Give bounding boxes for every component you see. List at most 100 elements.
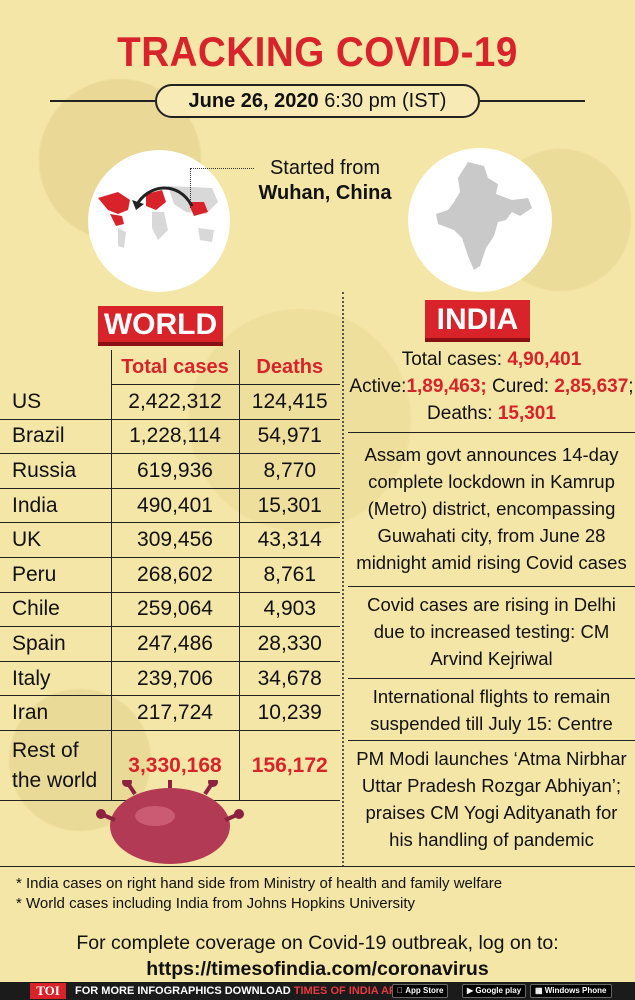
coverage-info: For complete coverage on Covid-19 outbre… <box>0 930 635 982</box>
header-deaths: Deaths <box>239 350 340 386</box>
country-cell: Spain <box>0 626 112 662</box>
google-play-button[interactable]: ▶ Google play <box>462 984 527 998</box>
table-row: Brazil 1,228,114 54,971 <box>0 419 340 455</box>
deaths-cell: 4,903 <box>239 592 340 628</box>
deaths-cell: 43,314 <box>239 522 340 559</box>
column-divider <box>342 292 344 867</box>
table-row: Russia 619,936 8,770 <box>0 453 340 489</box>
total-cell: 1,228,114 <box>111 419 240 455</box>
toi-logo: TOI <box>30 983 66 999</box>
india-cured-label: Cured: <box>486 376 555 397</box>
country-cell: US <box>0 384 112 420</box>
total-cell: 239,706 <box>111 661 240 697</box>
deaths-cell: 28,330 <box>239 626 340 662</box>
deaths-cell: 54,971 <box>239 419 340 455</box>
rest-label-line1: Rest of <box>12 738 79 762</box>
leader-line <box>190 168 191 208</box>
table-header-row: Total cases Deaths <box>0 350 340 386</box>
deaths-cell: 8,761 <box>239 557 340 593</box>
country-cell: Peru <box>0 557 112 593</box>
world-table: Total cases Deaths US 2,422,312 124,415 Br… <box>0 350 340 802</box>
footnote: * India cases on right hand side from Mi… <box>16 875 503 892</box>
total-cell: 247,486 <box>111 626 240 662</box>
coverage-link[interactable]: https://timesofindia.com/coronavirus <box>146 958 489 980</box>
virus-icon <box>96 780 244 864</box>
footer-app-name: TIMES OF INDIA APP <box>293 985 404 997</box>
app-store-button[interactable]:  App Store <box>392 984 449 998</box>
table-row: Chile 259,064 4,903 <box>0 592 340 628</box>
windows-phone-button[interactable]: ▦ Windows Phone <box>530 984 612 998</box>
footnote: * World cases including India from Johns… <box>16 895 416 912</box>
india-active-label: Active: <box>349 376 407 397</box>
country-cell: Chile <box>0 592 112 628</box>
windows-phone-label: Windows Phone <box>544 986 607 995</box>
rest-deaths-cell: 156,172 <box>239 730 340 802</box>
table-row: Peru 268,602 8,761 <box>0 557 340 593</box>
deaths-cell: 15,301 <box>239 488 340 524</box>
country-cell: Russia <box>0 453 112 489</box>
country-cell: India <box>0 488 112 524</box>
total-cell: 309,456 <box>111 522 240 559</box>
google-play-label: Google play <box>475 986 522 995</box>
table-row: India 490,401 15,301 <box>0 488 340 524</box>
news-item: International flights to remain suspende… <box>348 678 635 740</box>
table-row: Iran 217,724 10,239 <box>0 695 340 732</box>
india-deaths-label: Deaths: <box>427 403 498 424</box>
windows-icon: ▦ <box>535 986 543 995</box>
country-cell: Italy <box>0 661 112 697</box>
india-badge: INDIA <box>425 300 530 342</box>
india-active-line: Active:1,89,463; Cured: 2,85,637; <box>348 373 635 400</box>
india-total-line: Total cases: 4,90,401 <box>348 346 635 373</box>
news-item: PM Modi launches ‘Atma Nirbhar Uttar Pra… <box>348 740 635 858</box>
origin-line2: Wuhan, China <box>258 182 392 204</box>
divider <box>480 100 585 102</box>
india-cured-suffix: ; <box>628 376 634 397</box>
rest-of-world-row: Rest of the world 3,330,168 156,172 <box>0 730 340 802</box>
date-text: June 26, 2020 <box>188 90 319 112</box>
date-pill: June 26, 2020 6:30 pm (IST) <box>155 84 480 118</box>
footnotes: * India cases on right hand side from Mi… <box>0 866 635 914</box>
news-item: Assam govt announces 14-day complete loc… <box>348 432 635 578</box>
table-row: Spain 247,486 28,330 <box>0 626 340 662</box>
play-icon: ▶ <box>467 986 474 995</box>
deaths-cell: 124,415 <box>239 384 340 420</box>
footer-bar: TOI FOR MORE INFOGRAPHICS DOWNLOAD TIMES… <box>0 982 635 1000</box>
coverage-text: For complete coverage on Covid-19 outbre… <box>76 932 559 954</box>
total-cell: 217,724 <box>111 695 240 732</box>
india-deaths-value: 15,301 <box>497 403 556 424</box>
time-text: 6:30 pm (IST) <box>324 90 447 112</box>
page-title: TRACKING COVID-19 <box>117 28 518 75</box>
india-map-icon <box>436 162 532 270</box>
total-cell: 259,064 <box>111 592 240 628</box>
world-map-icon <box>98 186 218 248</box>
india-active-value: 1,89,463; <box>406 376 487 397</box>
total-cell: 619,936 <box>111 453 240 489</box>
india-total-value: 4,90,401 <box>507 349 582 370</box>
table-row: Italy 239,706 34,678 <box>0 661 340 697</box>
country-cell: UK <box>0 522 112 559</box>
country-cell: Brazil <box>0 419 112 455</box>
deaths-cell: 8,770 <box>239 453 340 489</box>
total-cell: 490,401 <box>111 488 240 524</box>
table-row: UK 309,456 43,314 <box>0 522 340 559</box>
header-country <box>0 350 112 385</box>
india-deaths-line: Deaths: 15,301 <box>348 400 635 427</box>
deaths-cell: 34,678 <box>239 661 340 697</box>
deaths-cell: 10,239 <box>239 695 340 732</box>
india-map-circle <box>408 148 552 292</box>
footer-text: FOR MORE INFOGRAPHICS DOWNLOAD TIMES OF … <box>75 982 404 1000</box>
leader-line <box>190 168 254 169</box>
rest-label-cell: Rest of the world <box>0 730 112 802</box>
country-cell: Iran <box>0 695 112 732</box>
total-cell: 2,422,312 <box>111 384 240 420</box>
total-cell: 268,602 <box>111 557 240 593</box>
app-store-label: App Store <box>397 986 443 995</box>
world-map-circle <box>88 150 230 292</box>
india-total-label: Total cases: <box>401 349 508 370</box>
footer-promo: FOR MORE INFOGRAPHICS DOWNLOAD <box>75 985 294 997</box>
apple-icon:  <box>397 986 403 995</box>
news-item: Covid cases are rising in Delhi due to i… <box>348 586 635 674</box>
divider <box>50 100 155 102</box>
table-row: US 2,422,312 124,415 <box>0 384 340 420</box>
origin-label: Started from Wuhan, China <box>255 156 395 206</box>
